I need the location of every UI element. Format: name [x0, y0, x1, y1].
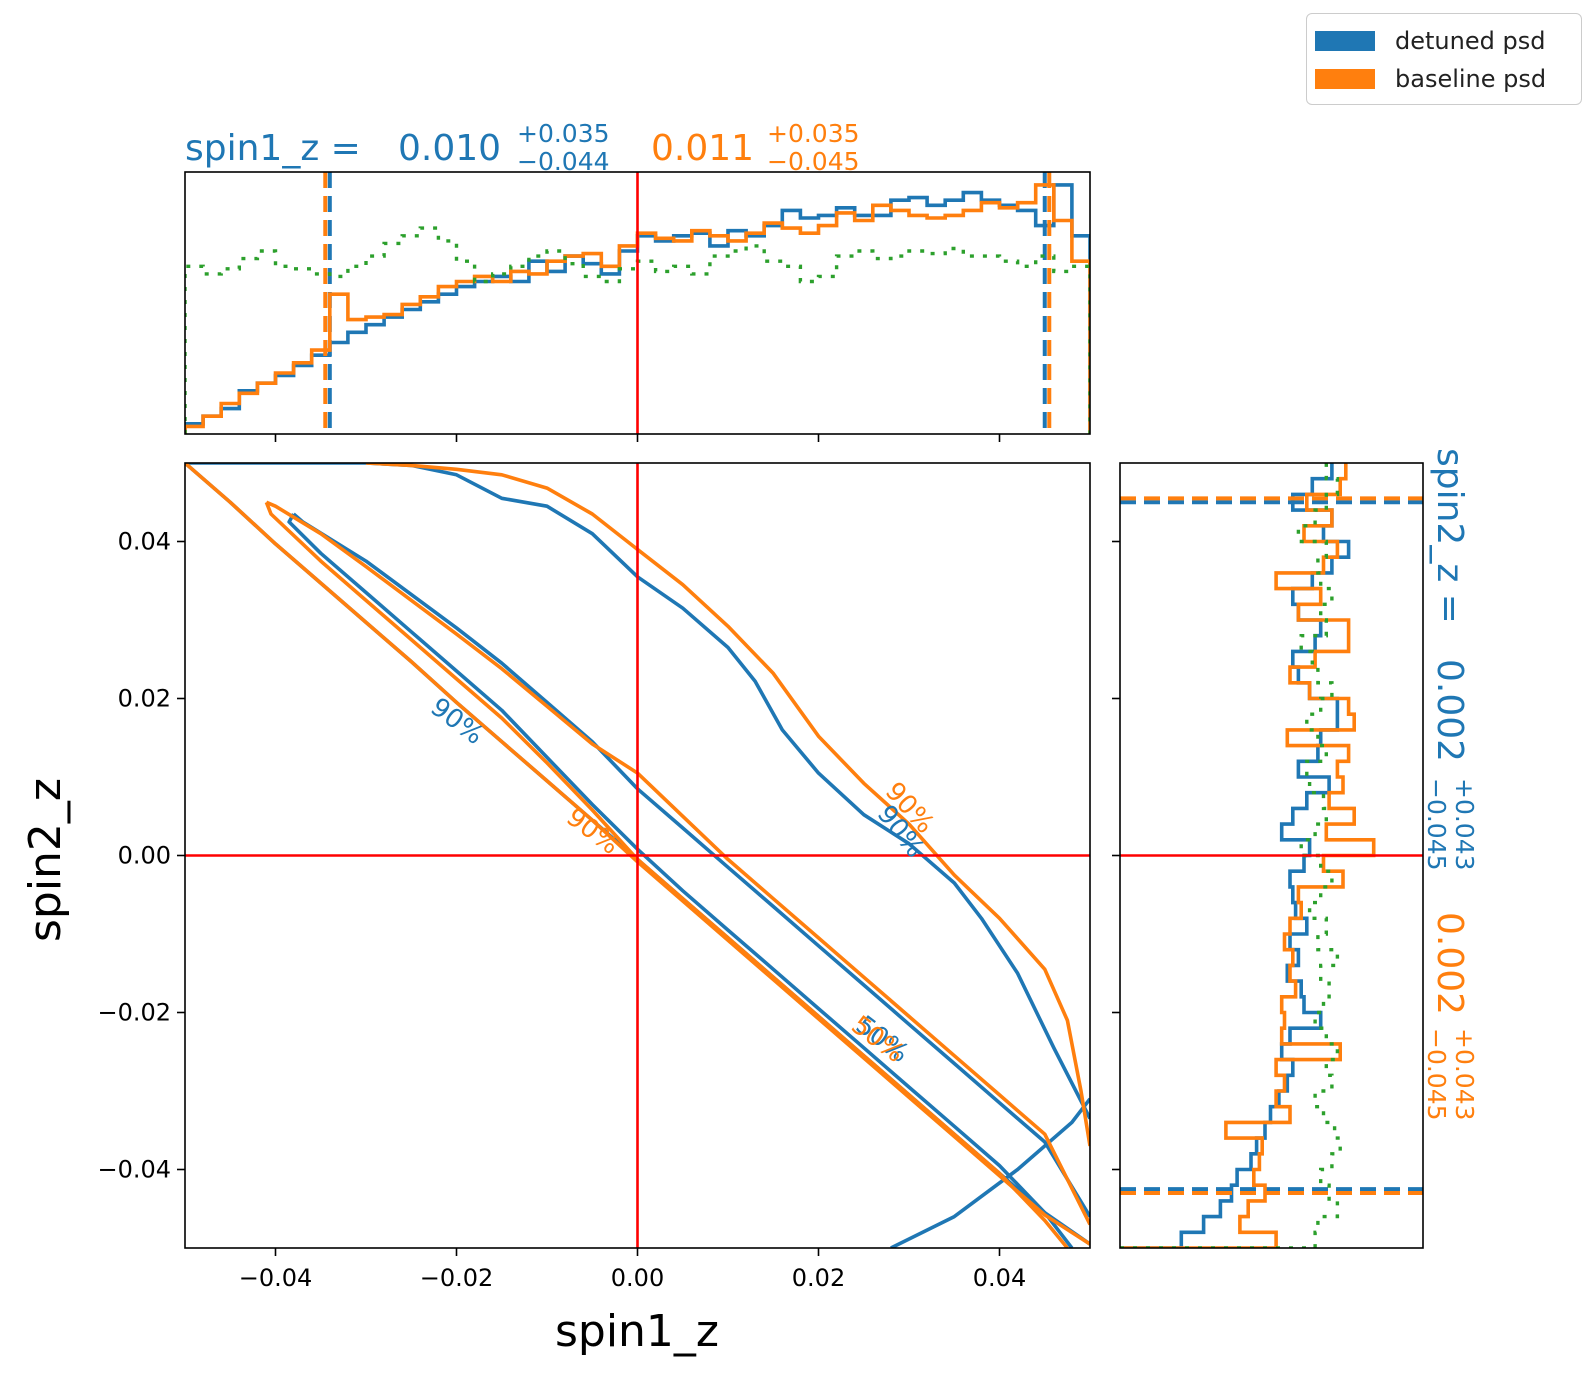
top-title-b-minus: −0.045 [767, 147, 860, 176]
x-tick-label-0: −0.04 [239, 1264, 313, 1292]
contour-labels: 90%90%50%90%90%50% [425, 692, 940, 1069]
top-histogram-prior [185, 226, 1090, 434]
contour-line-detuned-50-4 [287, 513, 1074, 1248]
right-histogram-baseline-psd [1120, 463, 1376, 1248]
x-tick-label-4: 0.04 [973, 1264, 1026, 1292]
right-title-a-minus: −0.045 [1422, 778, 1451, 871]
x-axis-label: spin1_z [555, 1306, 719, 1357]
top-marginal-plot [185, 172, 1090, 434]
top-title-a-plus: +0.035 [517, 119, 610, 148]
y-tick-label-2: 0.00 [118, 842, 171, 870]
top-marginal-panel [184, 171, 1091, 435]
top-title-b-plus: +0.035 [767, 119, 860, 148]
top-title-b-value: 0.011 [651, 128, 754, 169]
legend-swatch-baseline [1315, 69, 1375, 89]
right-marginal-plot [1120, 463, 1423, 1248]
y-tick-label-0: 0.04 [118, 528, 171, 556]
x-tick-label-3: 0.02 [792, 1264, 845, 1292]
contour-line-baseline-50-8 [264, 501, 1069, 1248]
legend-label-detuned: detuned psd [1395, 27, 1546, 55]
top-title-a-value: 0.010 [398, 128, 501, 169]
contour-line-detuned-90-1 [890, 1097, 1090, 1248]
x-tick-label-2: 0.00 [611, 1264, 664, 1292]
right-title-prefix: spin2_z = [1429, 448, 1470, 624]
contour-line-baseline-90-6 [365, 463, 1090, 1147]
top-title-a-minus: −0.044 [517, 147, 610, 176]
top-title-prefix: spin1_z = [185, 128, 361, 169]
y-tick-label-4: −0.04 [97, 1156, 171, 1184]
legend-swatch-detuned [1315, 31, 1375, 51]
right-marginal-frame [1119, 462, 1424, 1249]
right-title-a-plus: +0.043 [1450, 778, 1479, 871]
right-title-b-value: 0.002 [1429, 912, 1470, 1015]
right-histogram-prior [1120, 463, 1342, 1248]
y-tick-label-1: 0.02 [118, 685, 171, 713]
x-tick-label-1: −0.02 [420, 1264, 494, 1292]
right-title: spin2_z = 0.002 +0.043 −0.045 0.002 +0.0… [1422, 448, 1479, 1121]
right-title-a-value: 0.002 [1429, 659, 1470, 762]
legend-item-detuned: detuned psd [1315, 24, 1545, 58]
contour-line-detuned-90-2 [185, 463, 1090, 1120]
y-axis-label: spin2_z [20, 778, 71, 942]
legend-label-baseline: baseline psd [1395, 65, 1547, 93]
contour-plot [185, 463, 1090, 1248]
right-title-b-plus: +0.043 [1450, 1028, 1479, 1121]
right-marginal-panel [1119, 462, 1424, 1249]
legend: detuned psd baseline psd [1306, 13, 1582, 105]
joint-ticks: −0.04 −0.02 0.00 0.02 0.04 0.04 0.02 0.00 −0.02 −… [97, 434, 1120, 1292]
legend-item-baseline: baseline psd [1315, 62, 1546, 96]
y-tick-label-3: −0.02 [97, 999, 171, 1027]
contour-line-detuned-50-3 [292, 512, 1090, 1218]
contour-line-baseline-50-7 [265, 500, 1090, 1226]
right-title-b-minus: −0.045 [1422, 1028, 1451, 1121]
joint-panel: −0.04 −0.02 0.00 0.02 0.04 0.04 0.02 0.00 −0.02 −… [97, 434, 1120, 1292]
